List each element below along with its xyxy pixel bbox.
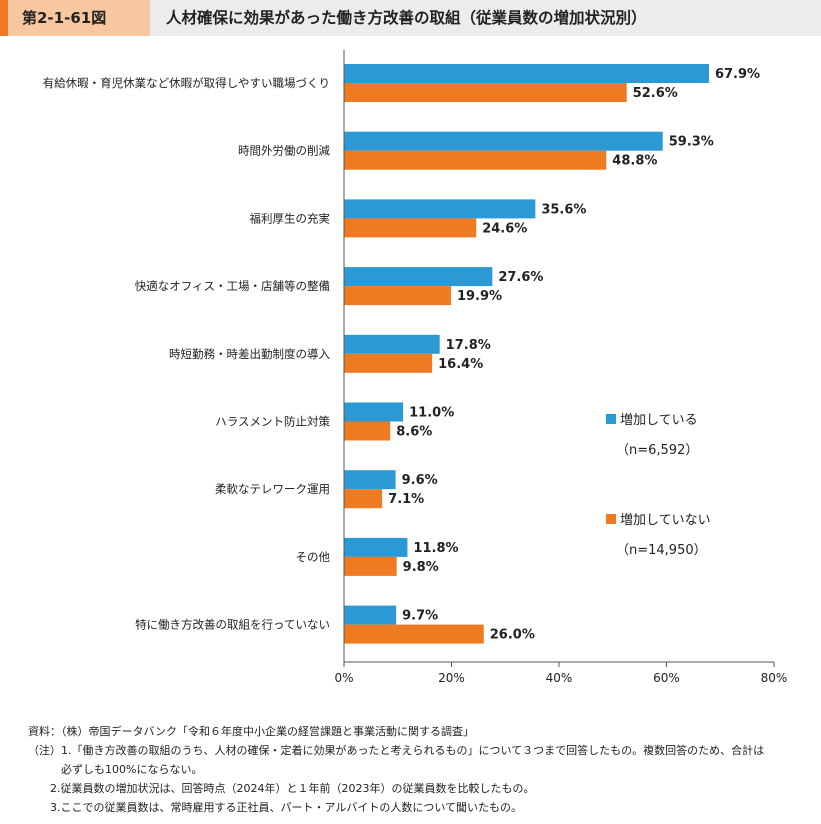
bar-increased xyxy=(344,64,709,83)
x-tick-label: 60% xyxy=(653,671,680,685)
category-label: ハラスメント防止対策 xyxy=(215,415,330,429)
data-label: 27.6% xyxy=(498,270,543,285)
data-label: 9.8% xyxy=(403,560,439,575)
bar-increased xyxy=(344,199,536,219)
legend-swatch xyxy=(606,514,616,524)
x-tick-label: 20% xyxy=(438,671,465,685)
x-tick-label: 0% xyxy=(334,671,353,685)
figure-label: 第2-1-61図 xyxy=(0,0,150,36)
bar-increased xyxy=(344,470,396,490)
bar-increased xyxy=(344,267,493,287)
bar-increased xyxy=(344,605,397,625)
data-label: 9.6% xyxy=(402,473,438,488)
note-1-cont: 必ずしも100%にならない。 xyxy=(28,763,203,776)
data-label: 16.4% xyxy=(438,357,483,372)
bar-not-increased xyxy=(344,286,451,306)
category-label: 時間外労働の削減 xyxy=(238,144,330,158)
x-tick-label: 80% xyxy=(761,671,788,685)
category-label: 柔軟なテレワーク運用 xyxy=(215,482,330,496)
bar-increased xyxy=(344,334,440,354)
data-label: 35.6% xyxy=(541,202,586,217)
x-tick-label: 40% xyxy=(546,671,573,685)
category-label: 福利厚生の充実 xyxy=(250,211,331,225)
bar-not-increased xyxy=(344,218,477,238)
bar-increased xyxy=(344,131,663,151)
data-label: 17.8% xyxy=(446,338,491,353)
data-label: 52.6% xyxy=(633,86,678,101)
notes: 資料：（株）帝国データバンク「令和６年度中小企業の経営課題と事業活動に関する調査… xyxy=(28,722,764,817)
figure-header: 第2-1-61図 人材確保に効果があった働き方改善の取組（従業員数の増加状況別） xyxy=(0,0,821,36)
bar-increased xyxy=(344,402,404,422)
data-label: 19.9% xyxy=(457,289,502,304)
category-label: 特に働き方改善の取組を行っていない xyxy=(135,618,330,632)
bar-not-increased xyxy=(344,353,433,373)
data-label: 11.0% xyxy=(409,406,454,421)
source-note: 資料：（株）帝国データバンク「令和６年度中小企業の経営課題と事業活動に関する調査… xyxy=(28,725,475,738)
data-label: 59.3% xyxy=(669,135,714,150)
bar-chart: 有給休暇・育児休業など休暇が取得しやすい職場づくり 67.9% 52.6% 時間外労働… xyxy=(43,50,788,685)
bar-not-increased xyxy=(344,556,397,576)
category-label: その他 xyxy=(296,550,331,564)
legend-n: （n=14,950） xyxy=(616,543,707,558)
bar-not-increased xyxy=(344,421,391,441)
data-label: 7.1% xyxy=(388,492,424,507)
bar-increased xyxy=(344,537,408,557)
data-label: 24.6% xyxy=(482,221,527,236)
note-3: 3.ここでの従業員数は、常時雇用する正社員、パート・アルバイトの人数について聞い… xyxy=(28,801,523,814)
data-label: 26.0% xyxy=(490,628,535,643)
note-1: （注）1.「働き方改善の取組のうち、人材の確保・定着に効果があったと考えられるも… xyxy=(28,744,765,757)
legend-label: 増加していない xyxy=(620,513,711,528)
data-label: 11.8% xyxy=(413,541,458,556)
data-label: 67.9% xyxy=(715,67,760,82)
category-label: 快適なオフィス・工場・店舗等の整備 xyxy=(135,279,330,293)
category-label: 時短勤務・時差出勤制度の導入 xyxy=(169,347,330,361)
data-label: 8.6% xyxy=(396,425,432,440)
bar-not-increased xyxy=(344,150,607,170)
data-label: 48.8% xyxy=(612,154,657,169)
bar-not-increased xyxy=(344,624,484,644)
bar-not-increased xyxy=(344,489,383,509)
legend-label: 増加している xyxy=(620,413,698,428)
category-label: 有給休暇・育児休業など休暇が取得しやすい職場づくり xyxy=(43,76,330,90)
bar-not-increased xyxy=(344,83,627,102)
data-label: 9.7% xyxy=(402,609,438,624)
note-2: 2.従業員数の増加状況は、回答時点（2024年）と１年前（2023年）の従業員数… xyxy=(28,782,535,795)
legend-n: （n=6,592） xyxy=(616,443,698,458)
legend-swatch xyxy=(606,414,616,424)
figure-title: 人材確保に効果があった働き方改善の取組（従業員数の増加状況別） xyxy=(166,9,647,27)
